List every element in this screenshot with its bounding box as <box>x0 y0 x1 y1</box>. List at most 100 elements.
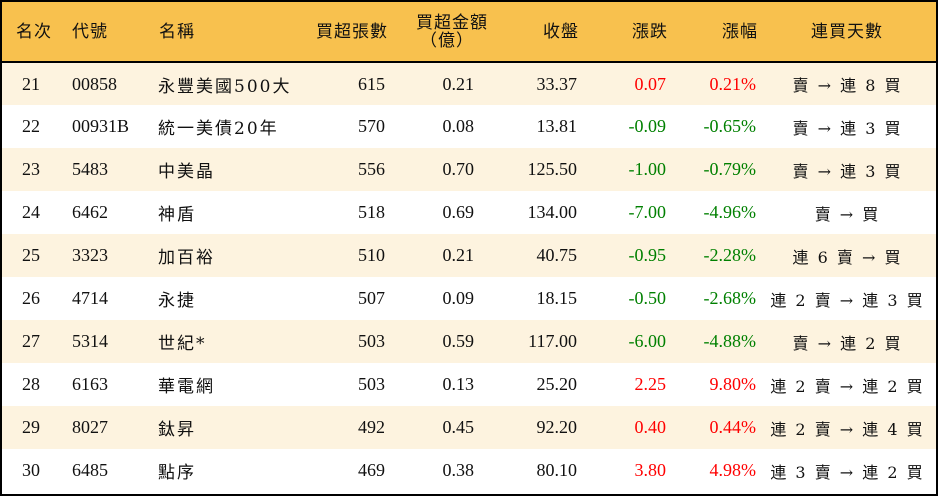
table-row[interactable]: 25 3323 加百裕 510 0.21 40.75 -0.95 -2.28% 連 6 賣 → … <box>2 234 936 277</box>
change-pct-cell: -0.65% <box>703 116 757 136</box>
buy-streak-cell: 賣 → 連 8 買 <box>792 76 902 95</box>
net-buy-volume-cell: 570 <box>358 116 385 136</box>
rank-cell: 28 <box>22 374 40 394</box>
close-price-cell: 125.50 <box>527 159 578 179</box>
table-header-row: 名次 代號 名稱 買超張數 買超金額 （億） 收盤 漲跌 漲幅 連買天數 <box>2 2 936 63</box>
header-rank[interactable]: 名次 <box>2 2 72 63</box>
change-pct-cell: -2.28% <box>703 245 757 265</box>
rank-cell: 21 <box>22 73 40 94</box>
name-cell[interactable]: 鈦昇 <box>158 420 196 440</box>
net-buy-volume-cell: 503 <box>358 374 385 394</box>
buy-streak-cell: 連 2 賣 → 連 4 買 <box>770 419 924 439</box>
rank-cell: 25 <box>22 245 40 265</box>
net-buy-amount-cell: 0.38 <box>442 460 475 480</box>
net-buy-volume-cell: 615 <box>358 73 385 94</box>
buy-streak-cell: 賣 → 連 3 買 <box>792 161 902 181</box>
name-cell[interactable]: 永捷 <box>158 291 196 311</box>
name-cell[interactable]: 世紀* <box>158 334 207 354</box>
name-cell[interactable]: 統一美債20年 <box>158 119 279 139</box>
close-price-cell: 25.20 <box>536 374 578 394</box>
name-cell[interactable]: 加百裕 <box>158 248 215 268</box>
table-body: 21 00858 永豐美國500大 615 0.21 33.37 0.07 0.21% 賣 → … <box>2 62 936 492</box>
change-pct-cell: -4.96% <box>703 202 757 222</box>
table-row[interactable]: 24 6462 神盾 518 0.69 134.00 -7.00 -4.96% 賣 → 買 <box>2 191 936 234</box>
rank-cell: 27 <box>22 331 40 351</box>
buy-streak-cell: 連 6 賣 → 買 <box>792 247 902 267</box>
close-price-cell: 18.15 <box>536 288 578 308</box>
table-row[interactable]: 27 5314 世紀* 503 0.59 117.00 -6.00 -4.88% 賣 → 連 2… <box>2 320 936 363</box>
change-pct-cell: 0.44% <box>709 417 757 437</box>
rank-cell: 30 <box>22 460 40 480</box>
code-cell[interactable]: 3323 <box>72 245 108 265</box>
header-code[interactable]: 代號 <box>72 2 158 63</box>
table-row[interactable]: 21 00858 永豐美國500大 615 0.21 33.37 0.07 0.21% 賣 → … <box>2 62 936 105</box>
buy-streak-cell: 連 2 賣 → 連 3 買 <box>770 290 924 310</box>
price-change-cell: -7.00 <box>628 202 667 222</box>
net-buy-amount-cell: 0.69 <box>442 202 475 222</box>
code-cell[interactable]: 00931B <box>72 116 130 136</box>
buy-streak-cell: 賣 → 連 3 買 <box>792 118 902 138</box>
table-row[interactable]: 29 8027 鈦昇 492 0.45 92.20 0.40 0.44% 連 2 賣 → 連 4… <box>2 406 936 449</box>
name-cell[interactable]: 永豐美國500大 <box>158 76 292 97</box>
header-net-buy-amount-line1: 買超金額 <box>416 12 488 33</box>
header-name-label: 名稱 <box>159 21 195 42</box>
price-change-cell: -6.00 <box>628 331 667 351</box>
code-cell[interactable]: 6163 <box>72 374 108 394</box>
header-buy-streak[interactable]: 連買天數 <box>758 2 936 63</box>
net-buy-amount-cell: 0.59 <box>442 331 475 351</box>
code-cell[interactable]: 8027 <box>72 417 108 437</box>
header-net-buy-amount[interactable]: 買超金額 （億） <box>388 2 488 63</box>
code-cell[interactable]: 6485 <box>72 460 108 480</box>
close-price-cell: 40.75 <box>536 245 578 265</box>
price-change-cell: -1.00 <box>628 159 667 179</box>
buy-streak-cell: 連 2 賣 → 連 2 買 <box>770 376 924 396</box>
code-cell[interactable]: 4714 <box>72 288 108 308</box>
price-change-cell: -0.09 <box>628 116 667 136</box>
code-cell[interactable]: 00858 <box>72 73 117 94</box>
header-change-pct[interactable]: 漲幅 <box>668 2 758 63</box>
change-pct-cell: 0.21% <box>709 73 757 94</box>
close-price-cell: 117.00 <box>528 331 577 351</box>
net-buy-amount-cell: 0.09 <box>442 288 475 308</box>
price-change-cell: 2.25 <box>634 374 667 394</box>
change-pct-cell: -4.88% <box>703 331 757 351</box>
change-pct-cell: 4.98% <box>709 460 757 480</box>
net-buy-amount-cell: 0.08 <box>442 116 475 136</box>
table-row[interactable]: 26 4714 永捷 507 0.09 18.15 -0.50 -2.68% 連 2 賣 → 連… <box>2 277 936 320</box>
price-change-cell: -0.95 <box>628 245 667 265</box>
table-row[interactable]: 23 5483 中美晶 556 0.70 125.50 -1.00 -0.79% 賣 → 連 3… <box>2 148 936 191</box>
header-change[interactable]: 漲跌 <box>579 2 668 63</box>
buy-streak-cell: 賣 → 連 2 買 <box>792 333 902 353</box>
close-price-cell: 92.20 <box>536 417 578 437</box>
name-cell[interactable]: 華電網 <box>158 377 215 397</box>
code-cell[interactable]: 5314 <box>72 331 108 351</box>
net-buy-volume-cell: 507 <box>358 288 385 308</box>
close-price-cell: 80.10 <box>536 460 578 480</box>
code-cell[interactable]: 6462 <box>72 202 108 222</box>
close-price-cell: 33.37 <box>536 73 578 94</box>
net-buy-volume-cell: 503 <box>358 331 385 351</box>
header-close[interactable]: 收盤 <box>488 2 579 63</box>
header-name[interactable]: 名稱 <box>158 2 308 63</box>
name-cell[interactable]: 中美晶 <box>158 162 215 182</box>
price-change-cell: 3.80 <box>634 460 667 480</box>
rank-cell: 23 <box>22 159 40 179</box>
table-row[interactable]: 28 6163 華電網 503 0.13 25.20 2.25 9.80% 連 2 賣 → 連 … <box>2 363 936 406</box>
price-change-cell: 0.07 <box>634 73 667 94</box>
change-pct-cell: 9.80% <box>709 374 757 394</box>
rank-cell: 29 <box>22 417 40 437</box>
buy-streak-cell: 賣 → 買 <box>814 204 880 224</box>
net-buy-amount-cell: 0.21 <box>442 73 475 94</box>
header-net-buy-volume[interactable]: 買超張數 <box>308 2 388 63</box>
table-row[interactable]: 22 00931B 統一美債20年 570 0.08 13.81 -0.09 -0.65% 賣 … <box>2 105 936 148</box>
change-pct-cell: -0.79% <box>703 159 757 179</box>
table-row[interactable]: 30 6485 點序 469 0.38 80.10 3.80 4.98% 連 3 賣 → 連 2… <box>2 449 936 492</box>
name-cell[interactable]: 點序 <box>158 463 196 483</box>
buy-streak-cell: 連 3 賣 → 連 2 買 <box>770 462 924 482</box>
net-buy-amount-cell: 0.45 <box>442 417 475 437</box>
net-buy-amount-cell: 0.13 <box>442 374 475 394</box>
code-cell[interactable]: 5483 <box>72 159 108 179</box>
name-cell[interactable]: 神盾 <box>158 205 196 225</box>
